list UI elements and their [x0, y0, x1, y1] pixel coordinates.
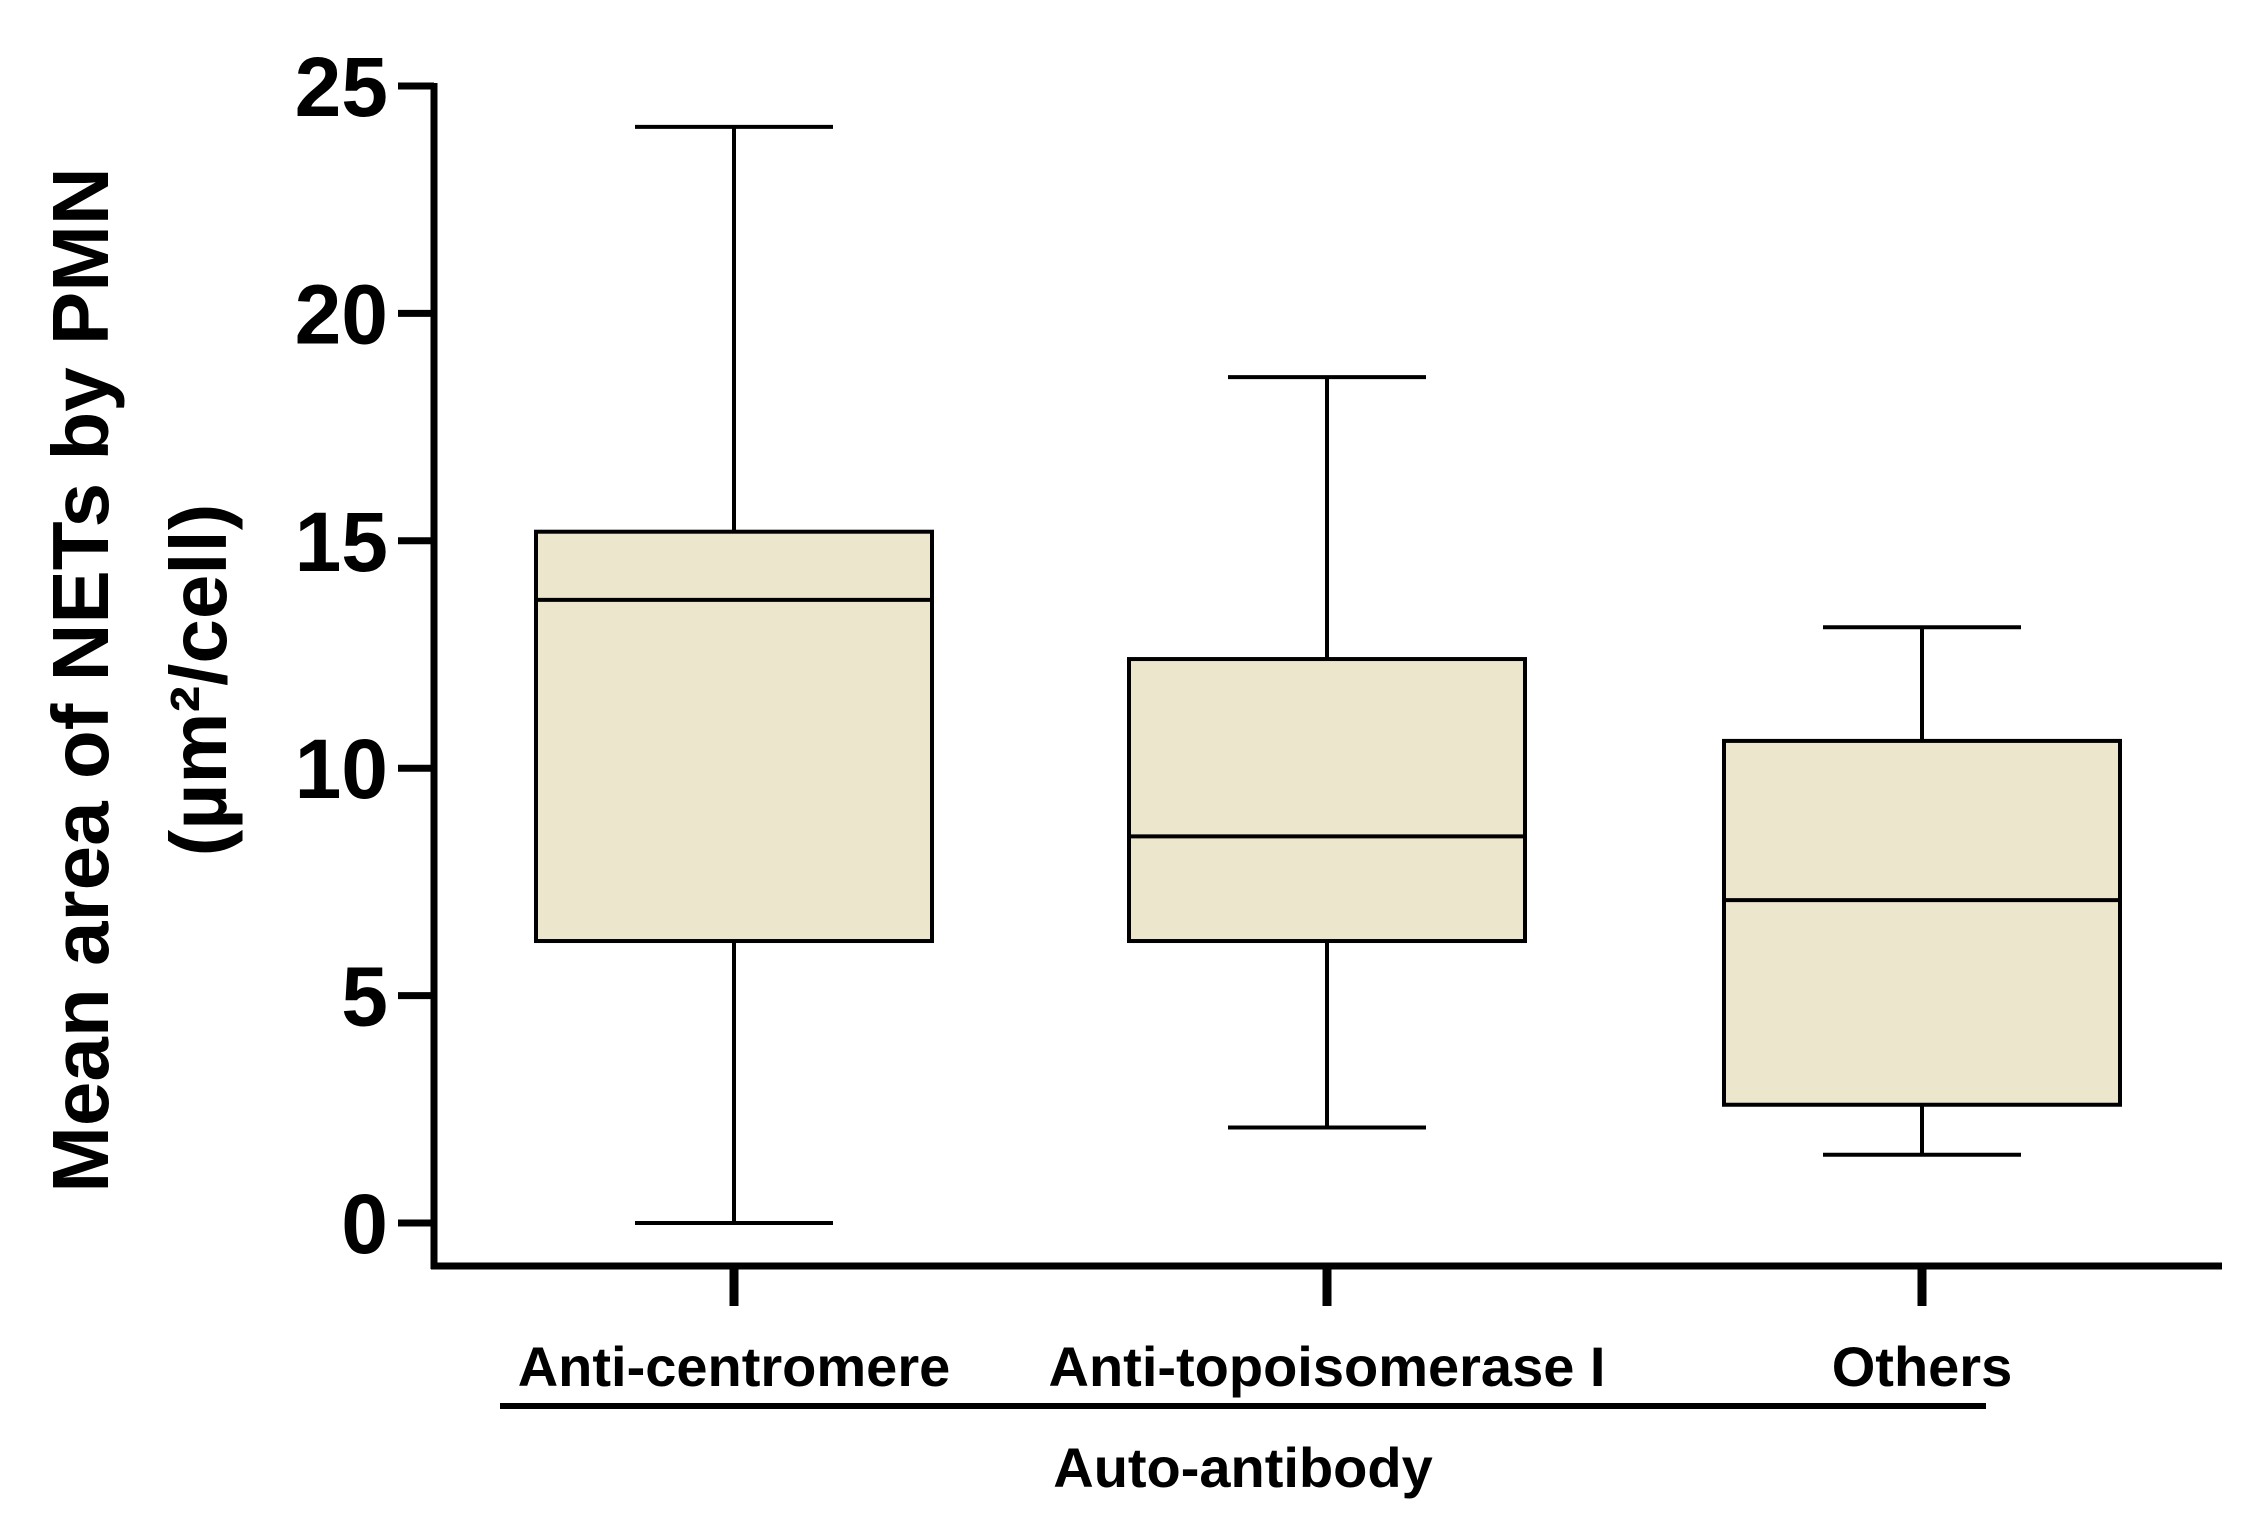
box-3-iqr — [1722, 738, 2122, 1107]
y-tick-label-10: 10 — [295, 722, 388, 816]
x-axis-label: Auto-antibody — [1053, 1436, 1432, 1499]
axes-group: 0 5 10 15 20 25 Anti-centromere Anti-topoisomer… — [295, 40, 2222, 1398]
y-tick-label-0: 0 — [341, 1177, 388, 1271]
box-1-iqr — [534, 529, 934, 944]
labels-group: Mean area of NETs by PMN (µm²/cell) Auto… — [36, 167, 1986, 1499]
x-tick-label-1: Anti-centromere — [518, 1335, 951, 1398]
boxes-group — [534, 124, 2122, 1225]
y-tick-label-5: 5 — [341, 950, 388, 1044]
y-tick-label-20: 20 — [295, 267, 388, 361]
y-axis-label-line2: (µm²/cell) — [154, 504, 243, 857]
y-tick-label-25: 25 — [295, 40, 388, 134]
box-2-iqr — [1127, 657, 1527, 944]
x-tick-label-3: Others — [1832, 1335, 2013, 1398]
x-tick-label-2: Anti-topoisomerase I — [1049, 1335, 1606, 1398]
y-tick-label-15: 15 — [295, 495, 388, 589]
y-axis-label-line1: Mean area of NETs by PMN — [36, 167, 125, 1192]
